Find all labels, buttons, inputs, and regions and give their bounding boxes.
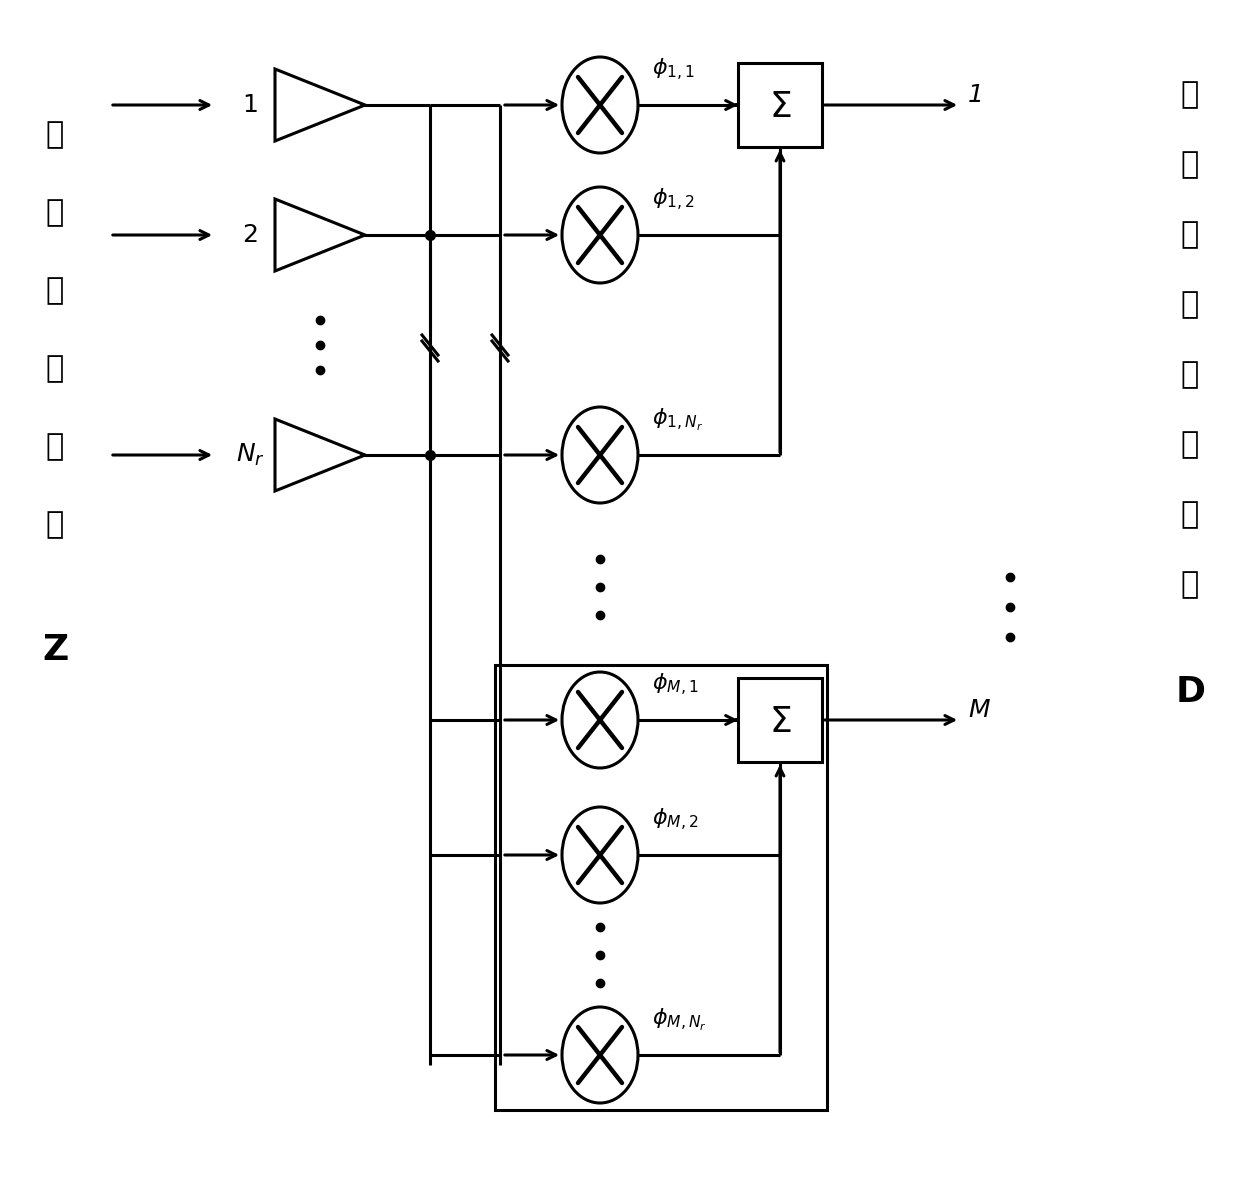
Text: $\mathbf{Z}$: $\mathbf{Z}$	[42, 633, 68, 668]
Text: 影: 影	[1180, 431, 1199, 459]
Text: 压: 压	[1180, 220, 1199, 250]
Text: 空: 空	[1180, 81, 1199, 109]
Text: 1: 1	[242, 93, 258, 117]
Text: $N_r$: $N_r$	[236, 441, 264, 468]
Text: 2: 2	[242, 223, 258, 248]
Text: 结: 结	[1180, 501, 1199, 530]
Text: 雷: 雷	[46, 120, 64, 150]
Text: $\Sigma$: $\Sigma$	[769, 90, 791, 124]
Bar	[738, 63, 822, 148]
Text: 回: 回	[46, 276, 64, 306]
Text: 达: 达	[46, 199, 64, 227]
Text: 1: 1	[968, 83, 983, 107]
Text: $\phi_{M,2}$: $\phi_{M,2}$	[652, 807, 698, 833]
Bar	[495, 665, 827, 1110]
Text: $M$: $M$	[968, 699, 991, 722]
Text: $\phi_{1,N_r}$: $\phi_{1,N_r}$	[652, 407, 703, 433]
Text: $\phi_{1,1}$: $\phi_{1,1}$	[652, 57, 694, 83]
Text: $\mathbf{D}$: $\mathbf{D}$	[1176, 675, 1205, 709]
Text: 缩: 缩	[1180, 290, 1199, 319]
Text: $\phi_{M,1}$: $\phi_{M,1}$	[652, 672, 698, 699]
Text: 果: 果	[1180, 570, 1199, 600]
Text: 投: 投	[1180, 361, 1199, 389]
Bar	[738, 678, 822, 762]
Text: $\phi_{M,N_r}$: $\phi_{M,N_r}$	[652, 1007, 707, 1033]
Text: $\Sigma$: $\Sigma$	[769, 704, 791, 739]
Text: 号: 号	[46, 511, 64, 539]
Text: $\phi_{1,2}$: $\phi_{1,2}$	[652, 187, 694, 213]
Text: 信: 信	[46, 432, 64, 462]
Text: 波: 波	[46, 355, 64, 383]
Text: 域: 域	[1180, 150, 1199, 180]
